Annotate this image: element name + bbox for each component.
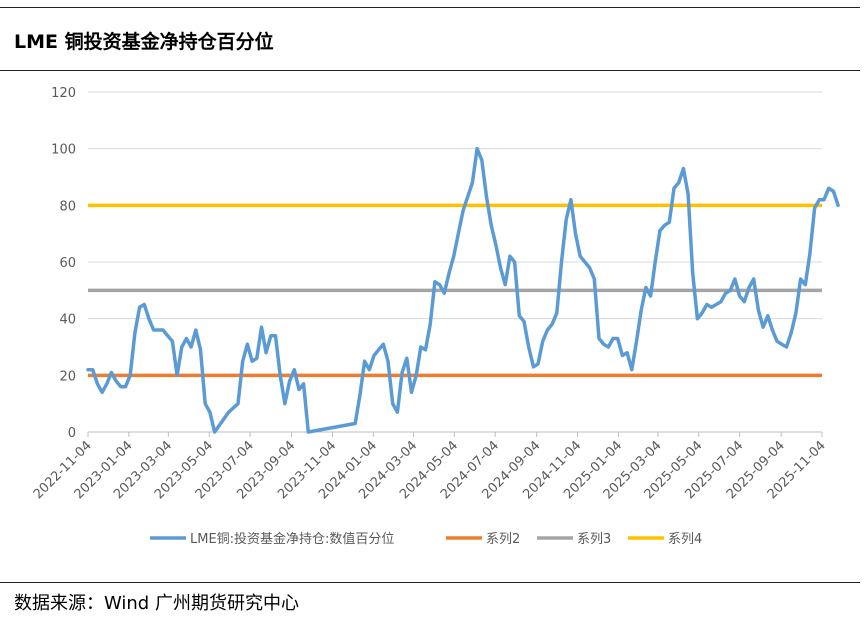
top-rule [0, 7, 860, 8]
line-chart: 0 20 40 60 80 100 120 2022-11-042023-01-042023… [31, 86, 840, 547]
x-axis-ticks: 2022-11-042023-01-042023-03-042023-05-04… [31, 432, 829, 502]
y-tick-label: 40 [59, 313, 76, 328]
y-tick-label: 60 [59, 256, 76, 271]
y-tick-label: 100 [51, 143, 76, 158]
y-tick-label: 120 [51, 86, 76, 101]
legend-label: LME铜:投资基金净持仓:数值百分位 [190, 531, 394, 547]
y-tick-label: 20 [59, 369, 76, 384]
series-line-1 [86, 146, 840, 434]
series-lines [86, 146, 840, 434]
y-tick-label: 0 [68, 426, 76, 441]
bottom-rule [0, 582, 860, 583]
y-axis-ticks: 0 20 40 60 80 100 120 [51, 86, 76, 441]
source-note: 数据来源：Wind 广州期货研究中心 [14, 593, 299, 614]
legend-label: 系列2 [486, 532, 520, 547]
legend-label: 系列3 [577, 532, 611, 547]
y-tick-label: 80 [59, 199, 76, 214]
chart-title: LME 铜投资基金净持仓百分位 [14, 31, 274, 53]
legend: LME铜:投资基金净持仓:数值百分位 系列2 系列3 系列4 [150, 531, 702, 547]
title-rule [0, 70, 860, 71]
legend-label: 系列4 [668, 532, 702, 547]
